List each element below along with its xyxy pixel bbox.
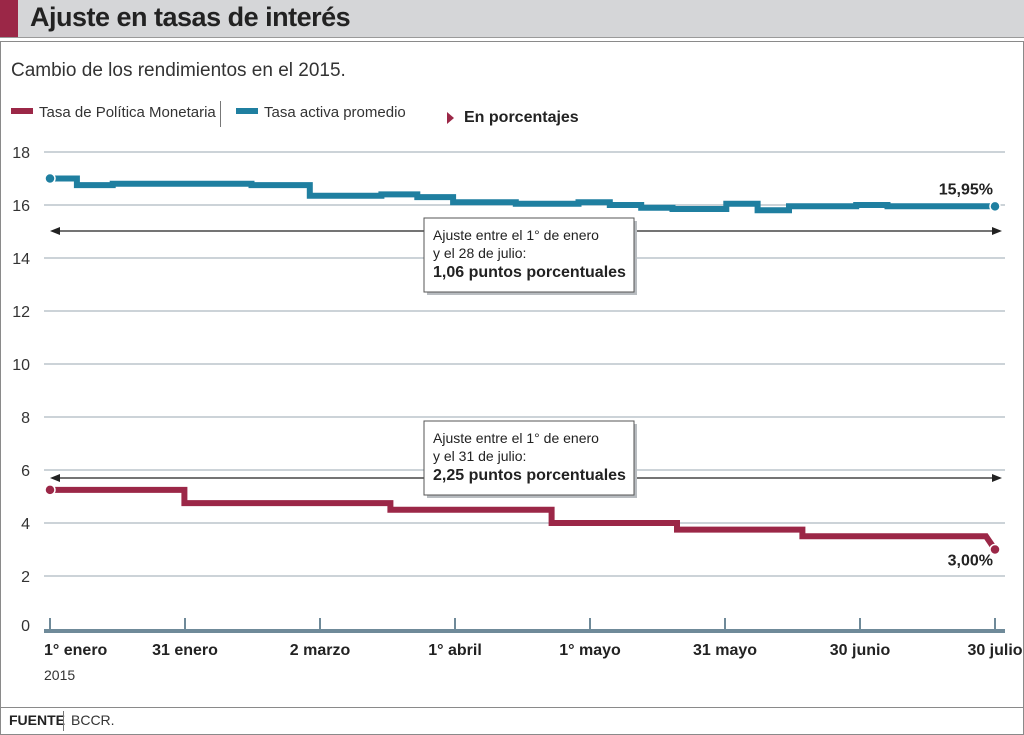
y-tick-label: 18 — [12, 145, 30, 162]
x-tick-label: 31 mayo — [693, 642, 757, 659]
source-label: FUENTE — [9, 712, 65, 728]
legend-label-tap: Tasa activa promedio — [264, 104, 406, 121]
x-tick-label: 1° mayo — [559, 642, 621, 659]
series-start-point — [44, 484, 56, 496]
legend-label-tpm: Tasa de Política Monetaria — [39, 104, 216, 121]
series-end-label: 15,95% — [939, 181, 993, 198]
annotation-text: Ajuste entre el 1° de enero — [433, 430, 599, 446]
series-line — [50, 486, 998, 552]
chart-subtitle: Cambio de los rendimientos en el 2015. — [11, 60, 346, 81]
x-tick-label: 30 junio — [830, 642, 891, 659]
annotation-text: y el 31 de julio: — [433, 448, 526, 464]
y-tick-label: 6 — [21, 463, 30, 480]
legend-item-tap: Tasa activa promedio — [236, 104, 406, 121]
x-tick-label: 2 marzo — [290, 642, 351, 659]
y-tick-label: 10 — [12, 357, 30, 374]
x-tick-label: 1° enero — [44, 642, 108, 659]
legend-swatch-tap — [236, 108, 258, 115]
title-bar: Ajuste en tasas de interés — [0, 0, 1024, 38]
x-tick-label: 30 julio — [967, 642, 1022, 659]
series-start-point — [44, 172, 56, 185]
arrow-right-icon — [992, 227, 1002, 235]
arrow-right-icon — [992, 474, 1002, 482]
triangle-right-icon — [447, 112, 454, 124]
x-year-label: 2015 — [44, 667, 75, 683]
series-line — [50, 175, 995, 214]
arrow-left-icon — [50, 474, 60, 482]
y-tick-label: 14 — [12, 251, 30, 268]
series-end-point — [989, 200, 1001, 213]
y-tick-label: 2 — [21, 569, 30, 586]
source-text: BCCR. — [71, 712, 115, 728]
annotation-text: y el 28 de julio: — [433, 245, 526, 261]
series-end-point — [989, 543, 1001, 556]
legend-divider — [220, 101, 221, 127]
source-footer: FUENTE BCCR. — [0, 707, 1024, 735]
annotation-value: 2,25 puntos porcentuales — [433, 467, 626, 484]
y-tick-label: 0 — [21, 618, 30, 635]
y-tick-label: 16 — [12, 198, 30, 215]
units-note: En porcentajes — [464, 109, 579, 126]
x-axis-line — [44, 629, 1005, 633]
annotation-text: Ajuste entre el 1° de enero — [433, 227, 599, 243]
y-tick-label: 8 — [21, 410, 30, 427]
page-title: Ajuste en tasas de interés — [30, 2, 351, 32]
x-tick-label: 1° abril — [428, 642, 482, 659]
y-tick-label: 12 — [12, 304, 30, 321]
legend-swatch-tpm — [11, 108, 33, 115]
footer-divider — [63, 711, 64, 731]
annotation-box — [423, 217, 635, 293]
annotation-box — [423, 420, 635, 496]
arrow-left-icon — [50, 227, 60, 235]
annotation-value: 1,06 puntos porcentuales — [433, 264, 626, 281]
x-tick-label: 31 enero — [152, 642, 218, 659]
legend-item-tpm: Tasa de Política Monetaria — [11, 104, 216, 121]
series-end-label: 3,00% — [948, 553, 993, 570]
title-accent-bar — [0, 0, 18, 37]
y-tick-label: 4 — [21, 516, 30, 533]
